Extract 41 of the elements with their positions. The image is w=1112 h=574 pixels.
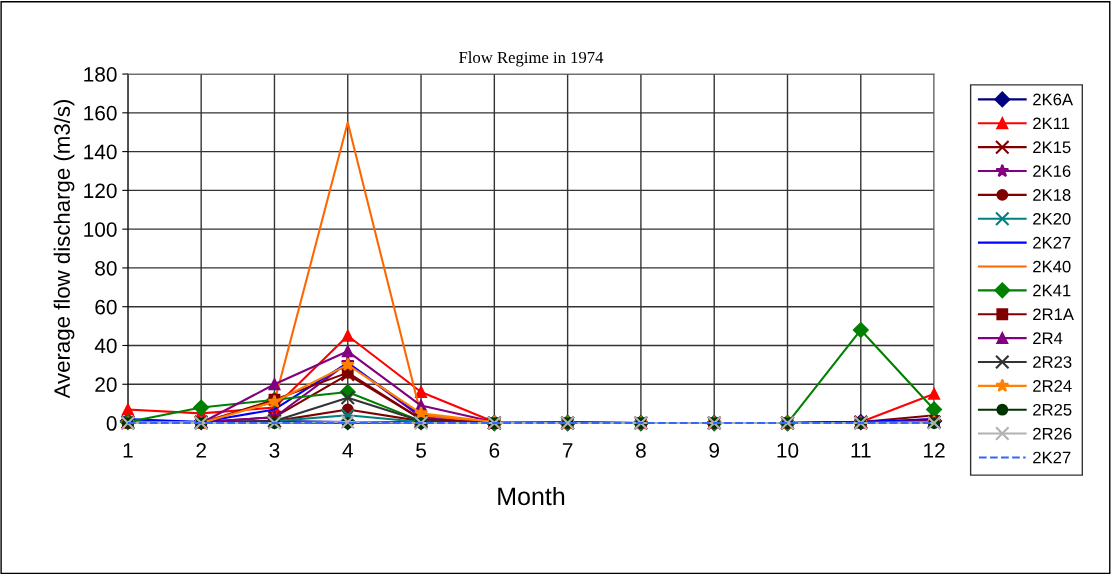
x-tick-label: 6 xyxy=(489,443,500,458)
legend-label: 2K27 xyxy=(1033,236,1071,249)
legend-label: 2R23 xyxy=(1033,356,1072,368)
legend-label: 2R24 xyxy=(1033,380,1072,392)
y-tick-label: 60 xyxy=(95,299,117,315)
legend-label: 2K27 xyxy=(1033,451,1071,464)
x-tick-label: 8 xyxy=(636,443,646,458)
legend-label: 2K16 xyxy=(1033,165,1071,178)
x-tick-label: 1 xyxy=(123,443,133,458)
legend-label: 2R26 xyxy=(1033,427,1072,440)
legend-label: 2R1A xyxy=(1033,308,1074,321)
legend-label: 2K15 xyxy=(1033,141,1071,154)
chart-title: Flow Regime in 1974 xyxy=(459,51,604,67)
y-tick-label: 160 xyxy=(84,105,117,121)
legend-label: 2R4 xyxy=(1033,332,1063,344)
x-tick-label: 12 xyxy=(924,443,945,458)
legend-label: 2K18 xyxy=(1033,189,1071,201)
y-tick-label: 140 xyxy=(84,144,117,160)
x-tick-label: 5 xyxy=(416,443,426,458)
x-tick-label: 9 xyxy=(709,443,720,458)
y-tick-label: 180 xyxy=(84,67,117,82)
x-tick-label: 10 xyxy=(777,443,799,458)
x-tick-label: 3 xyxy=(269,443,280,458)
x-axis-title: Month xyxy=(498,486,565,506)
legend-label: 2K6A xyxy=(1033,93,1074,106)
legend-label: 2K40 xyxy=(1033,260,1071,273)
y-tick-label: 80 xyxy=(95,260,117,276)
y-axis-title: Average flow discharge (m3/s) xyxy=(53,100,75,399)
y-tick-label: 120 xyxy=(84,183,117,199)
x-tick-label: 2 xyxy=(196,443,206,458)
x-tick-label: 4 xyxy=(342,443,353,458)
legend-label: 2R25 xyxy=(1033,403,1072,416)
x-tick-label: 7 xyxy=(562,443,573,458)
x-tick-label: 11 xyxy=(851,443,871,458)
legend-label: 2K11 xyxy=(1033,117,1070,130)
legend-label: 2K41 xyxy=(1033,284,1071,297)
legend-label: 2K20 xyxy=(1033,212,1071,225)
y-tick-label: 0 xyxy=(106,416,117,431)
y-tick-label: 40 xyxy=(94,338,117,354)
y-tick-label: 20 xyxy=(95,377,117,393)
y-tick-label: 100 xyxy=(84,222,117,237)
